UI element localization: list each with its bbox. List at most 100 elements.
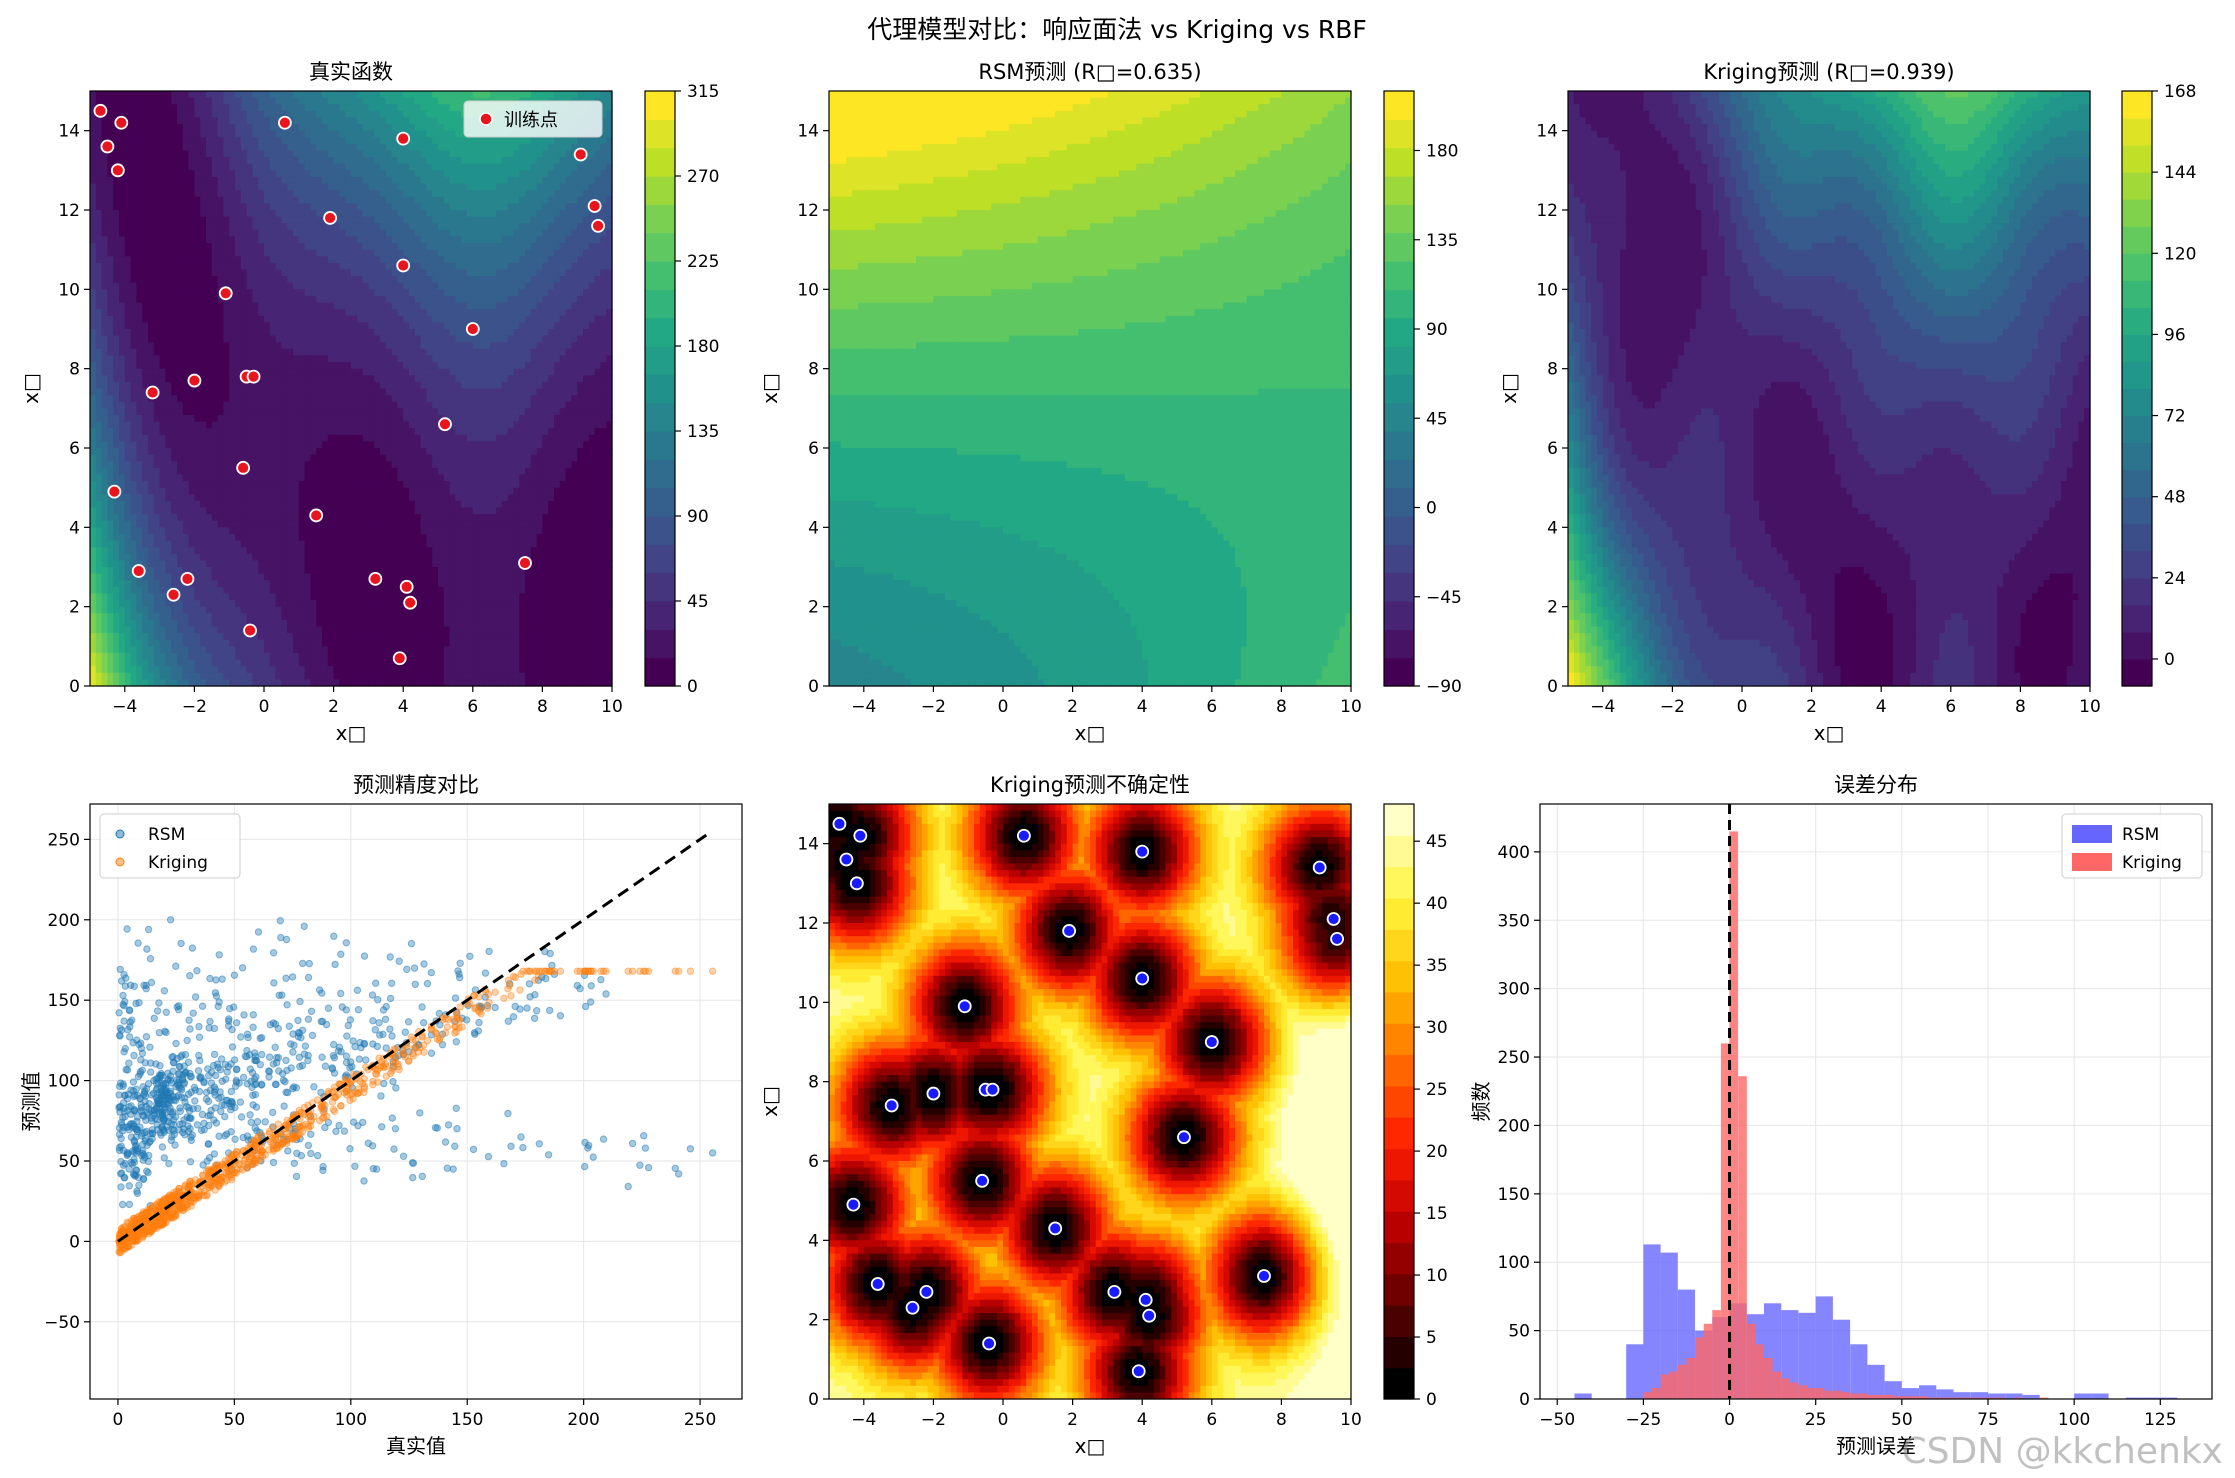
- contour-cell: [160, 428, 166, 435]
- contour-cell: [131, 276, 137, 283]
- contour-cell: [171, 620, 177, 627]
- contour-cell: [142, 448, 148, 455]
- contour-cell: [154, 422, 160, 429]
- contour-cell: [96, 527, 102, 534]
- contour-cell: [142, 117, 148, 124]
- contour-cell: [90, 170, 96, 177]
- contour-cell: [90, 461, 96, 468]
- contour-cell: [125, 104, 131, 111]
- contour-cell: [171, 190, 177, 197]
- contour-cell: [131, 104, 137, 111]
- contour-cell: [148, 217, 154, 224]
- contour-cell: [90, 203, 96, 210]
- contour-cell: [131, 607, 137, 614]
- contour-cell: [154, 567, 160, 574]
- contour-cell: [148, 117, 154, 124]
- contour-cell: [131, 441, 137, 448]
- contour-cell: [125, 468, 131, 475]
- contour-cell: [148, 627, 154, 634]
- contour-cell: [90, 382, 96, 389]
- contour-cell: [154, 230, 160, 237]
- contour-cell: [102, 395, 108, 402]
- contour-cell: [154, 600, 160, 607]
- contour-cell: [90, 336, 96, 343]
- contour-cell: [165, 276, 171, 283]
- contour-cell: [165, 316, 171, 323]
- contour-cell: [136, 322, 142, 329]
- contour-cell: [165, 289, 171, 296]
- contour-cell: [125, 560, 131, 567]
- contour-cell: [102, 435, 108, 442]
- contour-cell: [171, 646, 177, 653]
- contour-cell: [136, 250, 142, 257]
- contour-cell: [142, 488, 148, 495]
- contour-cell: [165, 236, 171, 243]
- contour-cell: [131, 600, 137, 607]
- contour-cell: [102, 481, 108, 488]
- contour-cell: [177, 157, 183, 164]
- contour-cell: [177, 236, 183, 243]
- contour-cell: [177, 111, 183, 118]
- contour-cell: [165, 613, 171, 620]
- contour-cell: [171, 534, 177, 541]
- contour-cell: [142, 408, 148, 415]
- contour-cell: [165, 303, 171, 310]
- contour-cell: [113, 508, 119, 515]
- contour-cell: [107, 593, 113, 600]
- contour-cell: [102, 508, 108, 515]
- contour-cell: [107, 243, 113, 250]
- contour-cell: [142, 336, 148, 343]
- contour-cell: [136, 111, 142, 118]
- contour-cell: [96, 303, 102, 310]
- contour-cell: [136, 203, 142, 210]
- contour-cell: [177, 336, 183, 343]
- contour-cell: [148, 289, 154, 296]
- contour-cell: [154, 236, 160, 243]
- contour-cell: [142, 461, 148, 468]
- contour-cell: [154, 217, 160, 224]
- contour-cell: [125, 144, 131, 151]
- contour-cell: [90, 322, 96, 329]
- contour-cell: [171, 567, 177, 574]
- contour-cell: [136, 131, 142, 138]
- contour-cell: [90, 508, 96, 515]
- contour-cell: [177, 355, 183, 362]
- contour-cell: [154, 210, 160, 217]
- contour-cell: [165, 653, 171, 660]
- contour-cell: [113, 640, 119, 647]
- contour-cell: [102, 375, 108, 382]
- contour-cell: [142, 151, 148, 158]
- contour-cell: [131, 541, 137, 548]
- contour-cell: [96, 203, 102, 210]
- contour-cell: [148, 435, 154, 442]
- contour-cell: [119, 607, 125, 614]
- contour-cell: [160, 593, 166, 600]
- contour-cell: [142, 613, 148, 620]
- contour-cell: [136, 395, 142, 402]
- contour-cell: [160, 660, 166, 667]
- contour-cell: [165, 514, 171, 521]
- contour-cell: [136, 104, 142, 111]
- contour-cell: [113, 448, 119, 455]
- contour-cell: [177, 190, 183, 197]
- contour-cell: [131, 494, 137, 501]
- contour-cell: [131, 349, 137, 356]
- contour-cell: [125, 435, 131, 442]
- contour-cell: [96, 164, 102, 171]
- contour-cell: [154, 501, 160, 508]
- contour-cell: [165, 197, 171, 204]
- contour-cell: [142, 369, 148, 376]
- contour-cell: [107, 210, 113, 217]
- panel-1: 真实函数x□x□−4 −2 0 2 4 6 8 10024681012140459013518…: [19, 60, 719, 745]
- contour-cell: [119, 131, 125, 138]
- contour-cell: [177, 534, 183, 541]
- contour-cell: [148, 593, 154, 600]
- contour-cell: [119, 177, 125, 184]
- contour-cell: [160, 104, 166, 111]
- contour-cell: [148, 613, 154, 620]
- contour-cell: [113, 660, 119, 667]
- contour-cell: [107, 270, 113, 277]
- contour-cell: [90, 223, 96, 230]
- contour-cell: [171, 336, 177, 343]
- contour-cell: [107, 362, 113, 369]
